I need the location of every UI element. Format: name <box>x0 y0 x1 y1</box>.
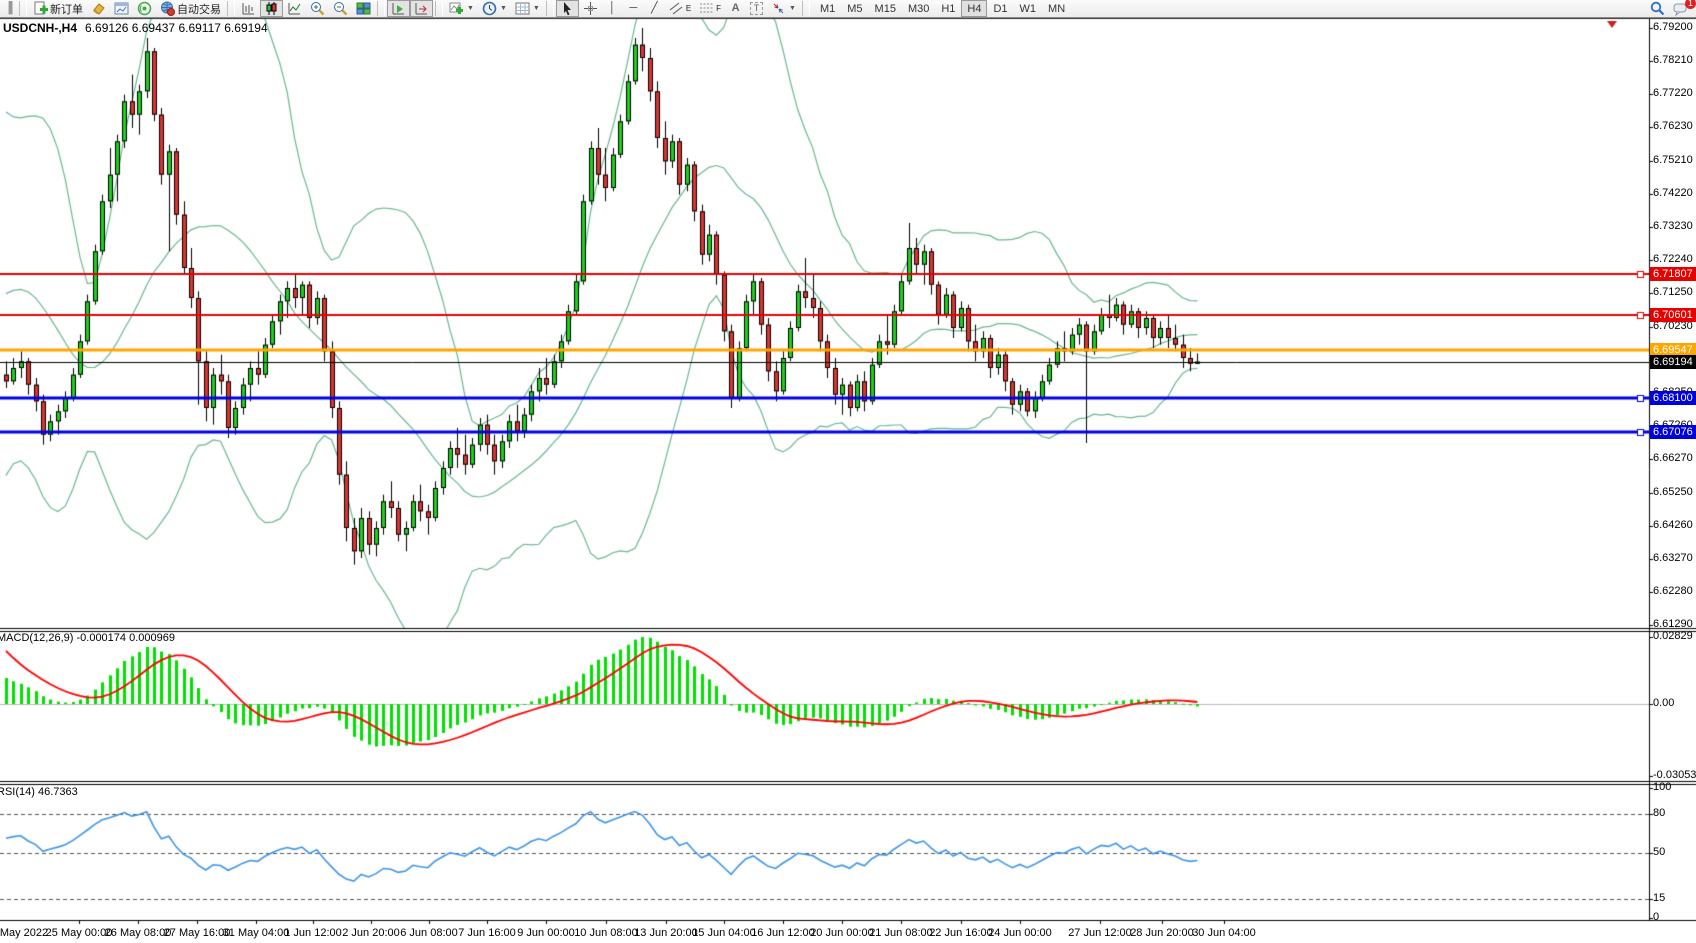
eraser-icon <box>93 3 105 15</box>
horizontal-line-icon: ─ <box>629 2 638 14</box>
timeframe-button-M30[interactable]: M30 <box>907 2 930 15</box>
vertical-line-icon: │ <box>608 2 616 14</box>
signal-icon <box>137 1 152 16</box>
toolbar-separator <box>227 1 235 16</box>
fibonacci-letter: F <box>716 4 722 13</box>
add-indicator-icon <box>449 2 463 14</box>
vline-tool-button[interactable]: │ <box>602 0 623 17</box>
label-tool-icon: T <box>750 2 764 15</box>
chart-shift-icon <box>415 3 427 15</box>
crosshair-icon <box>583 2 597 15</box>
template-button[interactable]: ▼ <box>511 0 544 17</box>
chart-window-button[interactable] <box>110 0 133 17</box>
chat-bubble-icon <box>1673 3 1687 16</box>
toolbar-separator <box>19 1 27 16</box>
cursor-icon <box>563 2 571 16</box>
line-chart-type-button[interactable] <box>283 0 306 17</box>
timeframe-button-D1[interactable]: D1 <box>993 2 1008 15</box>
bar-chart-type-button[interactable] <box>237 0 260 17</box>
template-icon <box>515 2 530 15</box>
dropdown-arrow-icon: ▼ <box>789 5 796 12</box>
label-tool-button[interactable]: T <box>746 0 767 17</box>
chart-shift-button[interactable] <box>410 0 433 17</box>
line-chart-icon <box>288 3 301 15</box>
trendline-icon: ╱ <box>651 2 658 14</box>
shapes-tool-button[interactable]: ▼ <box>767 0 800 17</box>
toolbar-grip-icon: ▐ <box>4 2 13 14</box>
notifications-button[interactable]: 1 <box>1669 0 1696 17</box>
main-toolbar: ▐ 新订单 自动交易 ▼ <box>0 0 1696 18</box>
toolbar-separator <box>435 1 443 16</box>
text-tool-icon: A <box>731 2 740 14</box>
auto-scroll-icon <box>392 3 404 15</box>
timeframe-button-H4[interactable]: H4 <box>961 0 988 17</box>
channel-icon <box>669 2 683 15</box>
timeframe-group: M1 M5 M15 M30 H1 H4 D1 W1 MN <box>812 0 1073 17</box>
new-order-icon <box>34 1 48 15</box>
dropdown-arrow-icon: ▼ <box>532 5 540 12</box>
candlestick-icon <box>266 2 277 15</box>
crosshair-tool-button[interactable] <box>579 0 602 17</box>
chart-window-icon <box>114 2 129 15</box>
channel-letter: E <box>685 4 692 13</box>
toolbar-separator <box>377 1 385 16</box>
add-indicator-button[interactable]: ▼ <box>445 0 478 17</box>
bar-chart-icon <box>242 3 254 15</box>
channel-tool-button[interactable]: E <box>665 0 695 17</box>
zoom-out-icon <box>334 2 348 16</box>
cursor-tool-button[interactable] <box>555 0 579 17</box>
arrows-shapes-icon <box>773 3 784 14</box>
signals-button[interactable] <box>133 0 156 17</box>
search-button[interactable] <box>1646 0 1669 17</box>
tile-windows-button[interactable] <box>352 0 375 17</box>
text-tool-button[interactable]: A <box>725 0 746 17</box>
fibonacci-tool-button[interactable]: F <box>695 0 725 17</box>
fibonacci-icon <box>700 3 714 13</box>
candle-chart-type-button[interactable] <box>260 0 283 17</box>
zoom-out-button[interactable] <box>329 0 352 17</box>
new-order-button[interactable]: 新订单 <box>29 0 87 17</box>
autotrade-icon <box>161 1 175 16</box>
new-order-label: 新订单 <box>50 3 83 16</box>
autotrade-button[interactable]: 自动交易 <box>156 0 225 17</box>
timeframe-button-W1[interactable]: W1 <box>1019 2 1037 15</box>
hline-tool-button[interactable]: ─ <box>623 0 644 17</box>
zoom-in-button[interactable] <box>306 0 329 17</box>
dropdown-arrow-icon: ▼ <box>467 5 474 12</box>
zoom-in-icon <box>311 2 325 16</box>
clock-icon <box>482 1 497 16</box>
timeframe-button-M1[interactable]: M1 <box>819 2 836 15</box>
autotrade-label: 自动交易 <box>177 3 221 16</box>
eraser-button[interactable] <box>87 0 110 17</box>
period-button[interactable]: ▼ <box>478 0 511 17</box>
toolbar-separator <box>545 1 554 16</box>
timeframe-button-M15[interactable]: M15 <box>874 2 896 15</box>
toolbar-separator <box>801 1 810 16</box>
notification-badge: 1 <box>1685 0 1696 9</box>
tile-windows-icon <box>356 2 371 15</box>
auto-scroll-button[interactable] <box>387 0 410 17</box>
search-icon <box>1650 1 1665 16</box>
timeframe-button-H1[interactable]: H1 <box>941 2 956 15</box>
dropdown-arrow-icon: ▼ <box>499 5 507 12</box>
timeframe-button-M5[interactable]: M5 <box>847 2 863 15</box>
timeframe-button-MN[interactable]: MN <box>1048 2 1066 15</box>
trendline-tool-button[interactable]: ╱ <box>644 0 665 17</box>
